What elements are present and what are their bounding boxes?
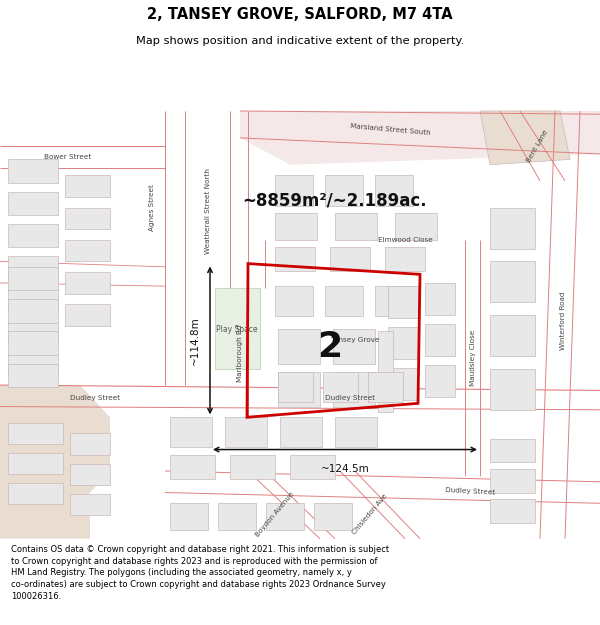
Bar: [490, 261, 535, 302]
Bar: [65, 304, 110, 326]
Bar: [8, 159, 58, 183]
Bar: [323, 372, 358, 402]
Bar: [170, 503, 208, 530]
Bar: [65, 272, 110, 294]
Bar: [375, 286, 413, 316]
Text: Bent Lane: Bent Lane: [525, 129, 549, 164]
Bar: [65, 176, 110, 197]
Bar: [275, 286, 313, 316]
Text: ~124.5m: ~124.5m: [320, 464, 370, 474]
Bar: [278, 372, 320, 406]
Bar: [8, 353, 58, 376]
Text: Dudley Street: Dudley Street: [325, 395, 375, 401]
Bar: [280, 418, 322, 447]
Bar: [8, 256, 58, 280]
Bar: [70, 464, 110, 485]
Text: Play Space: Play Space: [216, 324, 258, 334]
Bar: [325, 176, 363, 206]
Text: Dudley Street: Dudley Street: [445, 487, 495, 496]
Bar: [230, 455, 275, 479]
Text: Bower Street: Bower Street: [44, 154, 92, 160]
Bar: [385, 248, 425, 271]
Bar: [490, 439, 535, 462]
Bar: [388, 286, 418, 318]
Bar: [290, 455, 335, 479]
Text: 2: 2: [317, 331, 343, 364]
Bar: [70, 494, 110, 515]
Bar: [8, 224, 58, 248]
Bar: [8, 452, 63, 474]
Bar: [8, 321, 58, 344]
Bar: [490, 315, 535, 356]
Bar: [368, 372, 403, 402]
Bar: [275, 248, 315, 271]
Text: Chisledon Ave: Chisledon Ave: [352, 492, 389, 536]
Text: Maudsley Close: Maudsley Close: [470, 330, 476, 386]
Bar: [170, 418, 212, 447]
Bar: [8, 364, 58, 388]
Bar: [395, 213, 437, 240]
Bar: [425, 283, 455, 315]
Bar: [333, 372, 375, 406]
Text: Tansey Grove: Tansey Grove: [331, 337, 379, 343]
Bar: [8, 331, 58, 355]
Bar: [325, 286, 363, 316]
Bar: [278, 329, 320, 364]
Bar: [8, 288, 58, 312]
Bar: [8, 422, 63, 444]
Bar: [65, 240, 110, 261]
Text: Marsland Street South: Marsland Street South: [350, 122, 430, 136]
Bar: [275, 176, 313, 206]
Bar: [490, 499, 535, 522]
Text: Elmwood Close: Elmwood Close: [377, 237, 433, 243]
Text: Winterford Road: Winterford Road: [560, 291, 566, 350]
Bar: [335, 213, 377, 240]
Bar: [378, 331, 393, 412]
Bar: [375, 176, 413, 206]
Bar: [388, 327, 418, 359]
Text: Contains OS data © Crown copyright and database right 2021. This information is : Contains OS data © Crown copyright and d…: [11, 545, 389, 601]
Text: 2, TANSEY GROVE, SALFORD, M7 4TA: 2, TANSEY GROVE, SALFORD, M7 4TA: [147, 7, 453, 22]
Bar: [225, 418, 267, 447]
Bar: [278, 372, 313, 402]
Bar: [266, 503, 304, 530]
Bar: [335, 418, 377, 447]
Text: Dudley Street: Dudley Street: [70, 395, 120, 401]
Bar: [8, 483, 63, 504]
Bar: [8, 299, 58, 322]
Polygon shape: [240, 111, 600, 165]
Bar: [425, 364, 455, 397]
Bar: [490, 208, 535, 249]
Text: Marlborough Rd: Marlborough Rd: [237, 324, 243, 382]
Text: Agnes Street: Agnes Street: [149, 184, 155, 231]
Text: Map shows position and indicative extent of the property.: Map shows position and indicative extent…: [136, 36, 464, 46]
Bar: [70, 433, 110, 455]
Polygon shape: [480, 111, 570, 165]
Bar: [333, 329, 375, 364]
Polygon shape: [0, 460, 90, 539]
Polygon shape: [215, 288, 260, 369]
Bar: [490, 369, 535, 410]
Bar: [170, 455, 215, 479]
Text: Weatherall Street North: Weatherall Street North: [205, 168, 211, 254]
Bar: [425, 324, 455, 356]
Bar: [8, 192, 58, 215]
Bar: [330, 248, 370, 271]
Bar: [388, 368, 418, 400]
Bar: [8, 267, 58, 291]
Bar: [314, 503, 352, 530]
Text: ~8859m²/~2.189ac.: ~8859m²/~2.189ac.: [242, 191, 427, 209]
Bar: [490, 469, 535, 492]
Text: ~114.8m: ~114.8m: [190, 316, 200, 365]
Bar: [218, 503, 256, 530]
Bar: [65, 208, 110, 229]
Polygon shape: [0, 385, 110, 514]
Bar: [275, 213, 317, 240]
Text: Boydon Avenue: Boydon Avenue: [254, 491, 295, 538]
